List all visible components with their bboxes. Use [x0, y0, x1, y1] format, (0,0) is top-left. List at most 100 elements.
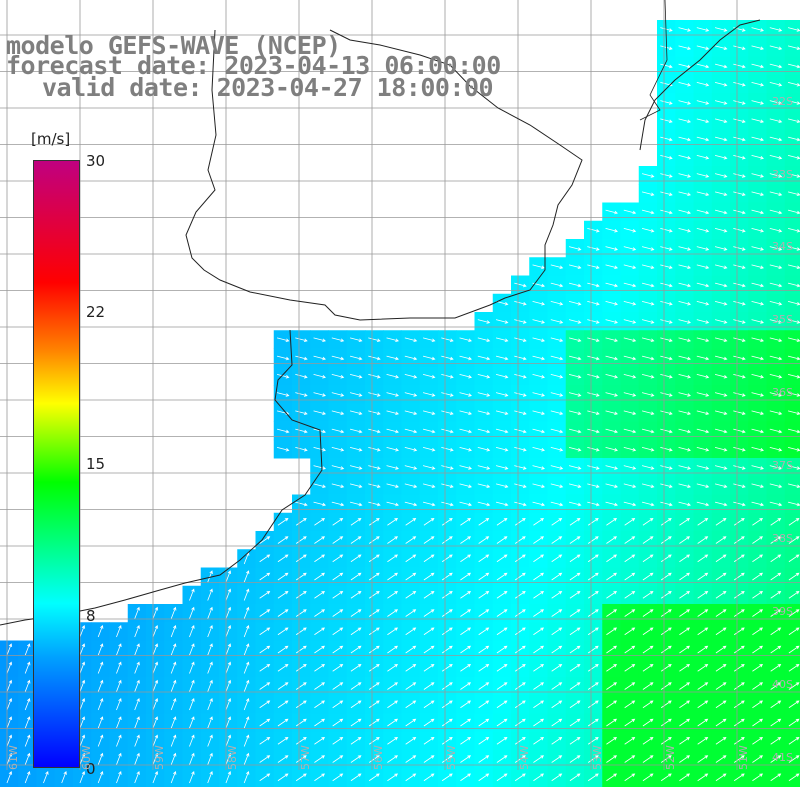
wind-arrow	[79, 661, 86, 674]
wind-arrow	[460, 718, 472, 727]
wind-arrow	[715, 627, 727, 636]
lon-label-55w: 55W	[445, 745, 458, 770]
wind-cell	[784, 275, 800, 295]
wind-arrow	[422, 465, 436, 470]
wind-arrow	[225, 661, 232, 674]
wind-arrow	[459, 337, 472, 342]
wind-arrow	[733, 554, 745, 563]
wind-arrow	[386, 410, 399, 415]
wind-arrow	[460, 700, 472, 709]
lat-label-37s: 37S	[772, 459, 793, 472]
wind-arrow	[587, 392, 600, 397]
wind-arrow	[769, 319, 783, 324]
wind-arrow	[551, 755, 563, 763]
wind-arrow	[277, 718, 289, 727]
wind-arrow	[733, 63, 746, 69]
wind-arrow	[405, 627, 417, 636]
wind-arrow	[460, 755, 472, 763]
wind-arrow	[605, 428, 618, 434]
wind-arrow	[678, 228, 691, 233]
wind-arrow	[533, 572, 545, 581]
wind-arrow	[295, 645, 307, 654]
wind-arrow	[770, 664, 782, 672]
wind-arrow	[116, 625, 122, 638]
wind-arrow	[569, 700, 581, 709]
wind-arrow	[587, 319, 600, 324]
wind-arrow	[678, 136, 691, 142]
wind-arrow	[606, 682, 618, 690]
wind-arrow	[605, 209, 618, 215]
wind-arrow	[533, 773, 545, 782]
wind-arrow	[350, 645, 362, 654]
wind-arrow	[714, 155, 728, 160]
wind-cell	[784, 658, 800, 678]
wind-arrow	[788, 609, 800, 617]
wind-arrow	[587, 773, 599, 782]
wind-arrow	[441, 572, 453, 581]
wind-arrow	[642, 609, 654, 617]
wind-arrow	[314, 518, 326, 526]
wind-arrow	[551, 591, 563, 599]
wind-arrow	[569, 572, 581, 581]
wind-arrow	[678, 155, 691, 160]
wind-arrow	[295, 682, 307, 690]
wind-arrow	[532, 374, 545, 379]
wind-arrow	[79, 734, 86, 747]
wind-arrow	[697, 609, 709, 617]
forecast-date: forecast date: 2023-04-13 06:00:00	[6, 51, 501, 80]
wind-arrow	[225, 643, 232, 656]
wind-arrow	[189, 752, 195, 765]
wind-arrow	[422, 337, 436, 342]
wind-arrow	[243, 734, 250, 747]
wind-arrow	[550, 282, 564, 288]
wind-arrow	[368, 428, 381, 434]
wind-cell	[784, 20, 800, 39]
wind-arrow	[770, 554, 782, 563]
wind-arrow	[514, 483, 527, 488]
wind-cell	[784, 403, 800, 422]
wind-arrow	[696, 355, 710, 361]
wind-arrow	[679, 627, 691, 636]
colorbar-tick-0: 0	[86, 760, 96, 778]
wind-arrow	[243, 588, 250, 601]
wind-arrow	[605, 337, 618, 342]
wind-arrow	[404, 447, 418, 452]
wind-arrow	[350, 718, 362, 727]
wind-arrow	[6, 734, 13, 747]
wind-arrow	[386, 465, 399, 470]
wind-arrow	[514, 518, 526, 526]
wind-arrow	[496, 755, 508, 763]
wind-arrow	[733, 737, 745, 745]
wind-arrow	[568, 374, 582, 379]
wind-arrow	[624, 536, 636, 544]
wind-arrow	[423, 737, 435, 745]
wind-arrow	[295, 755, 307, 763]
wind-arrow	[79, 771, 86, 784]
wind-arrow	[733, 45, 746, 50]
wind-arrow	[769, 337, 783, 342]
wind-arrow	[331, 465, 345, 470]
wind-arrow	[660, 483, 673, 488]
wind-arrow	[478, 518, 490, 526]
wind-arrow	[568, 392, 582, 397]
wind-arrow	[697, 773, 709, 782]
wind-arrow	[606, 609, 618, 617]
wind-arrow	[97, 661, 104, 674]
wind-arrow	[714, 136, 728, 142]
wind-arrow	[623, 465, 637, 470]
wind-arrow	[641, 228, 655, 233]
wind-arrow	[423, 718, 435, 727]
wind-arrow	[441, 518, 453, 526]
wind-arrow	[788, 536, 800, 544]
wind-arrow	[641, 282, 655, 288]
wind-arrow	[788, 664, 800, 672]
wind-arrow	[752, 591, 764, 599]
wind-cell	[784, 695, 800, 714]
wind-cell	[784, 458, 800, 477]
wind-arrow	[478, 536, 490, 544]
wind-arrow	[460, 682, 472, 690]
wind-arrow	[387, 554, 399, 563]
wind-arrow	[97, 716, 104, 729]
wind-cell	[784, 111, 800, 130]
wind-arrow	[496, 773, 508, 782]
